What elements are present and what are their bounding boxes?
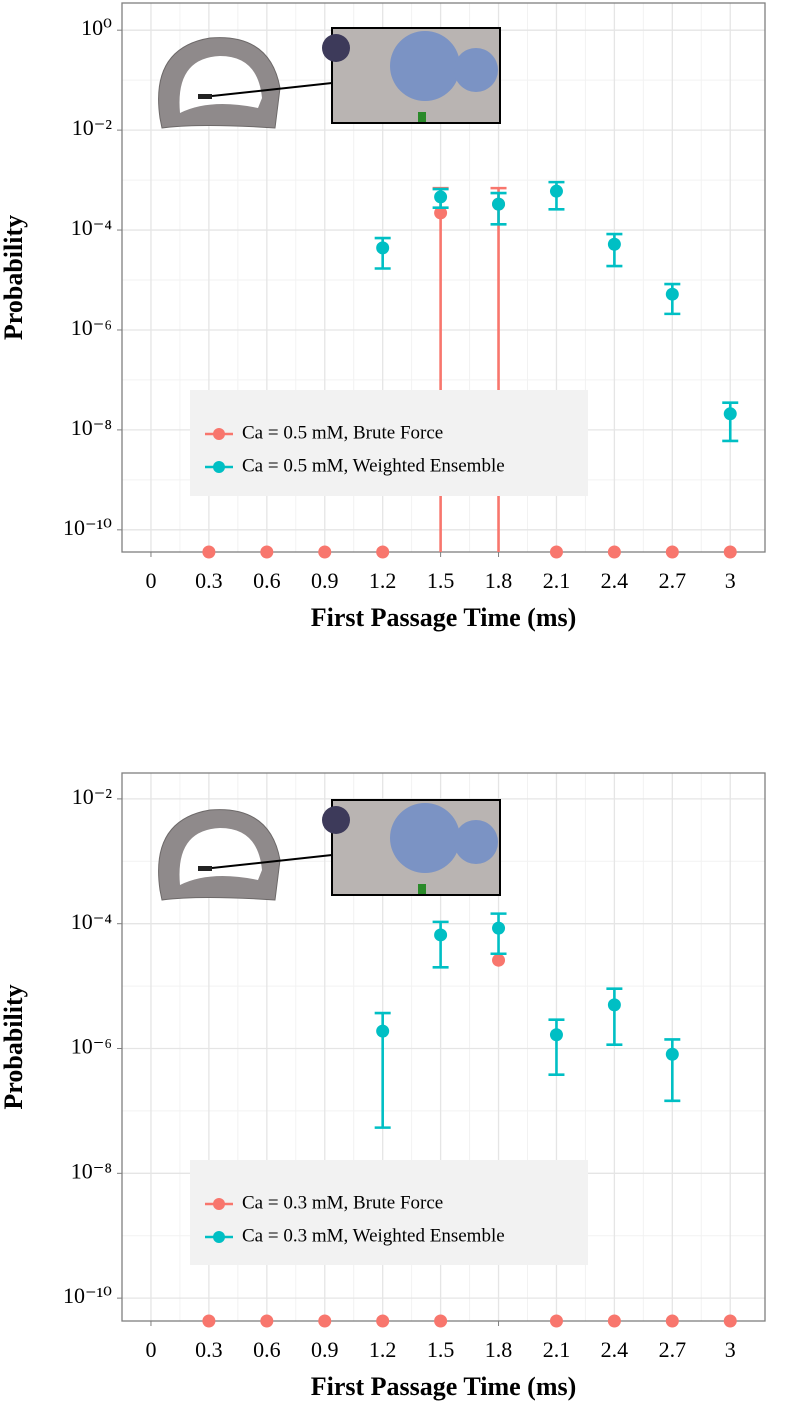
legend-label: Ca = 0.5 mM, Weighted Ensemble bbox=[242, 455, 505, 476]
y-tick-label: 10⁻⁴ bbox=[71, 215, 113, 240]
legend-box bbox=[190, 1160, 588, 1265]
x-tick-label: 3 bbox=[725, 568, 736, 593]
x-tick-label: 1.8 bbox=[485, 568, 513, 593]
y-tick-label: 10⁻⁸ bbox=[71, 415, 112, 440]
x-tick-label: 0.9 bbox=[311, 1337, 339, 1362]
legend-label: Ca = 0.5 mM, Brute Force bbox=[242, 422, 443, 443]
data-point bbox=[665, 1314, 679, 1328]
data-point bbox=[665, 287, 679, 301]
x-tick-label: 3 bbox=[725, 1337, 736, 1362]
legend-label: Ca = 0.3 mM, Brute Force bbox=[242, 1192, 443, 1213]
y-tick-label: 10⁻⁸ bbox=[71, 1158, 112, 1183]
data-point bbox=[549, 1314, 563, 1328]
x-tick-label: 0.3 bbox=[195, 568, 223, 593]
x-tick-label: 1.2 bbox=[369, 568, 397, 593]
data-point bbox=[665, 545, 679, 559]
y-tick-label: 10⁻⁶ bbox=[71, 1034, 112, 1059]
data-point bbox=[376, 1024, 390, 1038]
x-tick-label: 0.3 bbox=[195, 1337, 223, 1362]
x-tick-label: 0 bbox=[145, 1337, 156, 1362]
data-point bbox=[376, 241, 390, 255]
legend-key-point bbox=[213, 461, 225, 473]
x-tick-label: 2.4 bbox=[601, 1337, 629, 1362]
y-tick-label: 10⁻⁴ bbox=[71, 909, 113, 934]
x-tick-label: 0.6 bbox=[253, 568, 281, 593]
legend-key-point bbox=[213, 428, 225, 440]
x-tick-label: 0.6 bbox=[253, 1337, 281, 1362]
data-point bbox=[549, 1028, 563, 1042]
data-point bbox=[376, 1314, 390, 1328]
data-point bbox=[607, 1314, 621, 1328]
x-tick-label: 2.7 bbox=[659, 568, 687, 593]
legend-label: Ca = 0.3 mM, Weighted Ensemble bbox=[242, 1225, 505, 1246]
x-axis-title: First Passage Time (ms) bbox=[311, 603, 577, 632]
y-axis-title: Probability bbox=[0, 984, 28, 1109]
data-point bbox=[434, 206, 448, 220]
x-tick-label: 0 bbox=[145, 568, 156, 593]
x-tick-label: 0.9 bbox=[311, 568, 339, 593]
x-tick-label: 2.1 bbox=[543, 1337, 571, 1362]
data-point bbox=[607, 237, 621, 251]
y-tick-label: 10⁻¹⁰ bbox=[63, 1283, 112, 1308]
x-tick-label: 1.5 bbox=[427, 568, 455, 593]
y-tick-label: 10⁻² bbox=[72, 784, 113, 809]
x-axis-title: First Passage Time (ms) bbox=[311, 1372, 577, 1401]
data-point bbox=[607, 545, 621, 559]
data-point bbox=[376, 545, 390, 559]
x-tick-label: 1.8 bbox=[485, 1337, 513, 1362]
data-point bbox=[434, 1314, 448, 1328]
x-tick-label: 2.1 bbox=[543, 568, 571, 593]
legend-box bbox=[190, 390, 588, 496]
data-point bbox=[549, 184, 563, 198]
data-point bbox=[434, 928, 448, 942]
data-point bbox=[665, 1047, 679, 1061]
y-tick-label: 10⁻¹⁰ bbox=[63, 515, 112, 540]
legend-key-point bbox=[213, 1231, 225, 1243]
y-tick-label: 10⁻⁶ bbox=[71, 315, 112, 340]
data-point bbox=[260, 1314, 274, 1328]
data-point bbox=[492, 921, 506, 935]
data-point bbox=[723, 545, 737, 559]
data-point bbox=[202, 1314, 216, 1328]
data-point bbox=[492, 953, 506, 967]
plot-border bbox=[121, 2, 766, 553]
y-tick-label: 10⁻² bbox=[72, 115, 113, 140]
data-point bbox=[549, 545, 563, 559]
data-point bbox=[434, 190, 448, 204]
data-point bbox=[723, 1314, 737, 1328]
data-point bbox=[607, 998, 621, 1012]
data-point bbox=[202, 545, 216, 559]
x-tick-label: 2.7 bbox=[659, 1337, 687, 1362]
y-tick-label: 10⁰ bbox=[81, 15, 112, 40]
data-point bbox=[492, 197, 506, 211]
data-point bbox=[260, 545, 274, 559]
data-point bbox=[318, 1314, 332, 1328]
data-point bbox=[318, 545, 332, 559]
x-tick-label: 2.4 bbox=[601, 568, 629, 593]
x-tick-label: 1.2 bbox=[369, 1337, 397, 1362]
data-point bbox=[723, 407, 737, 421]
legend-key-point bbox=[213, 1198, 225, 1210]
y-axis-title: Probability bbox=[0, 215, 28, 340]
x-tick-label: 1.5 bbox=[427, 1337, 455, 1362]
